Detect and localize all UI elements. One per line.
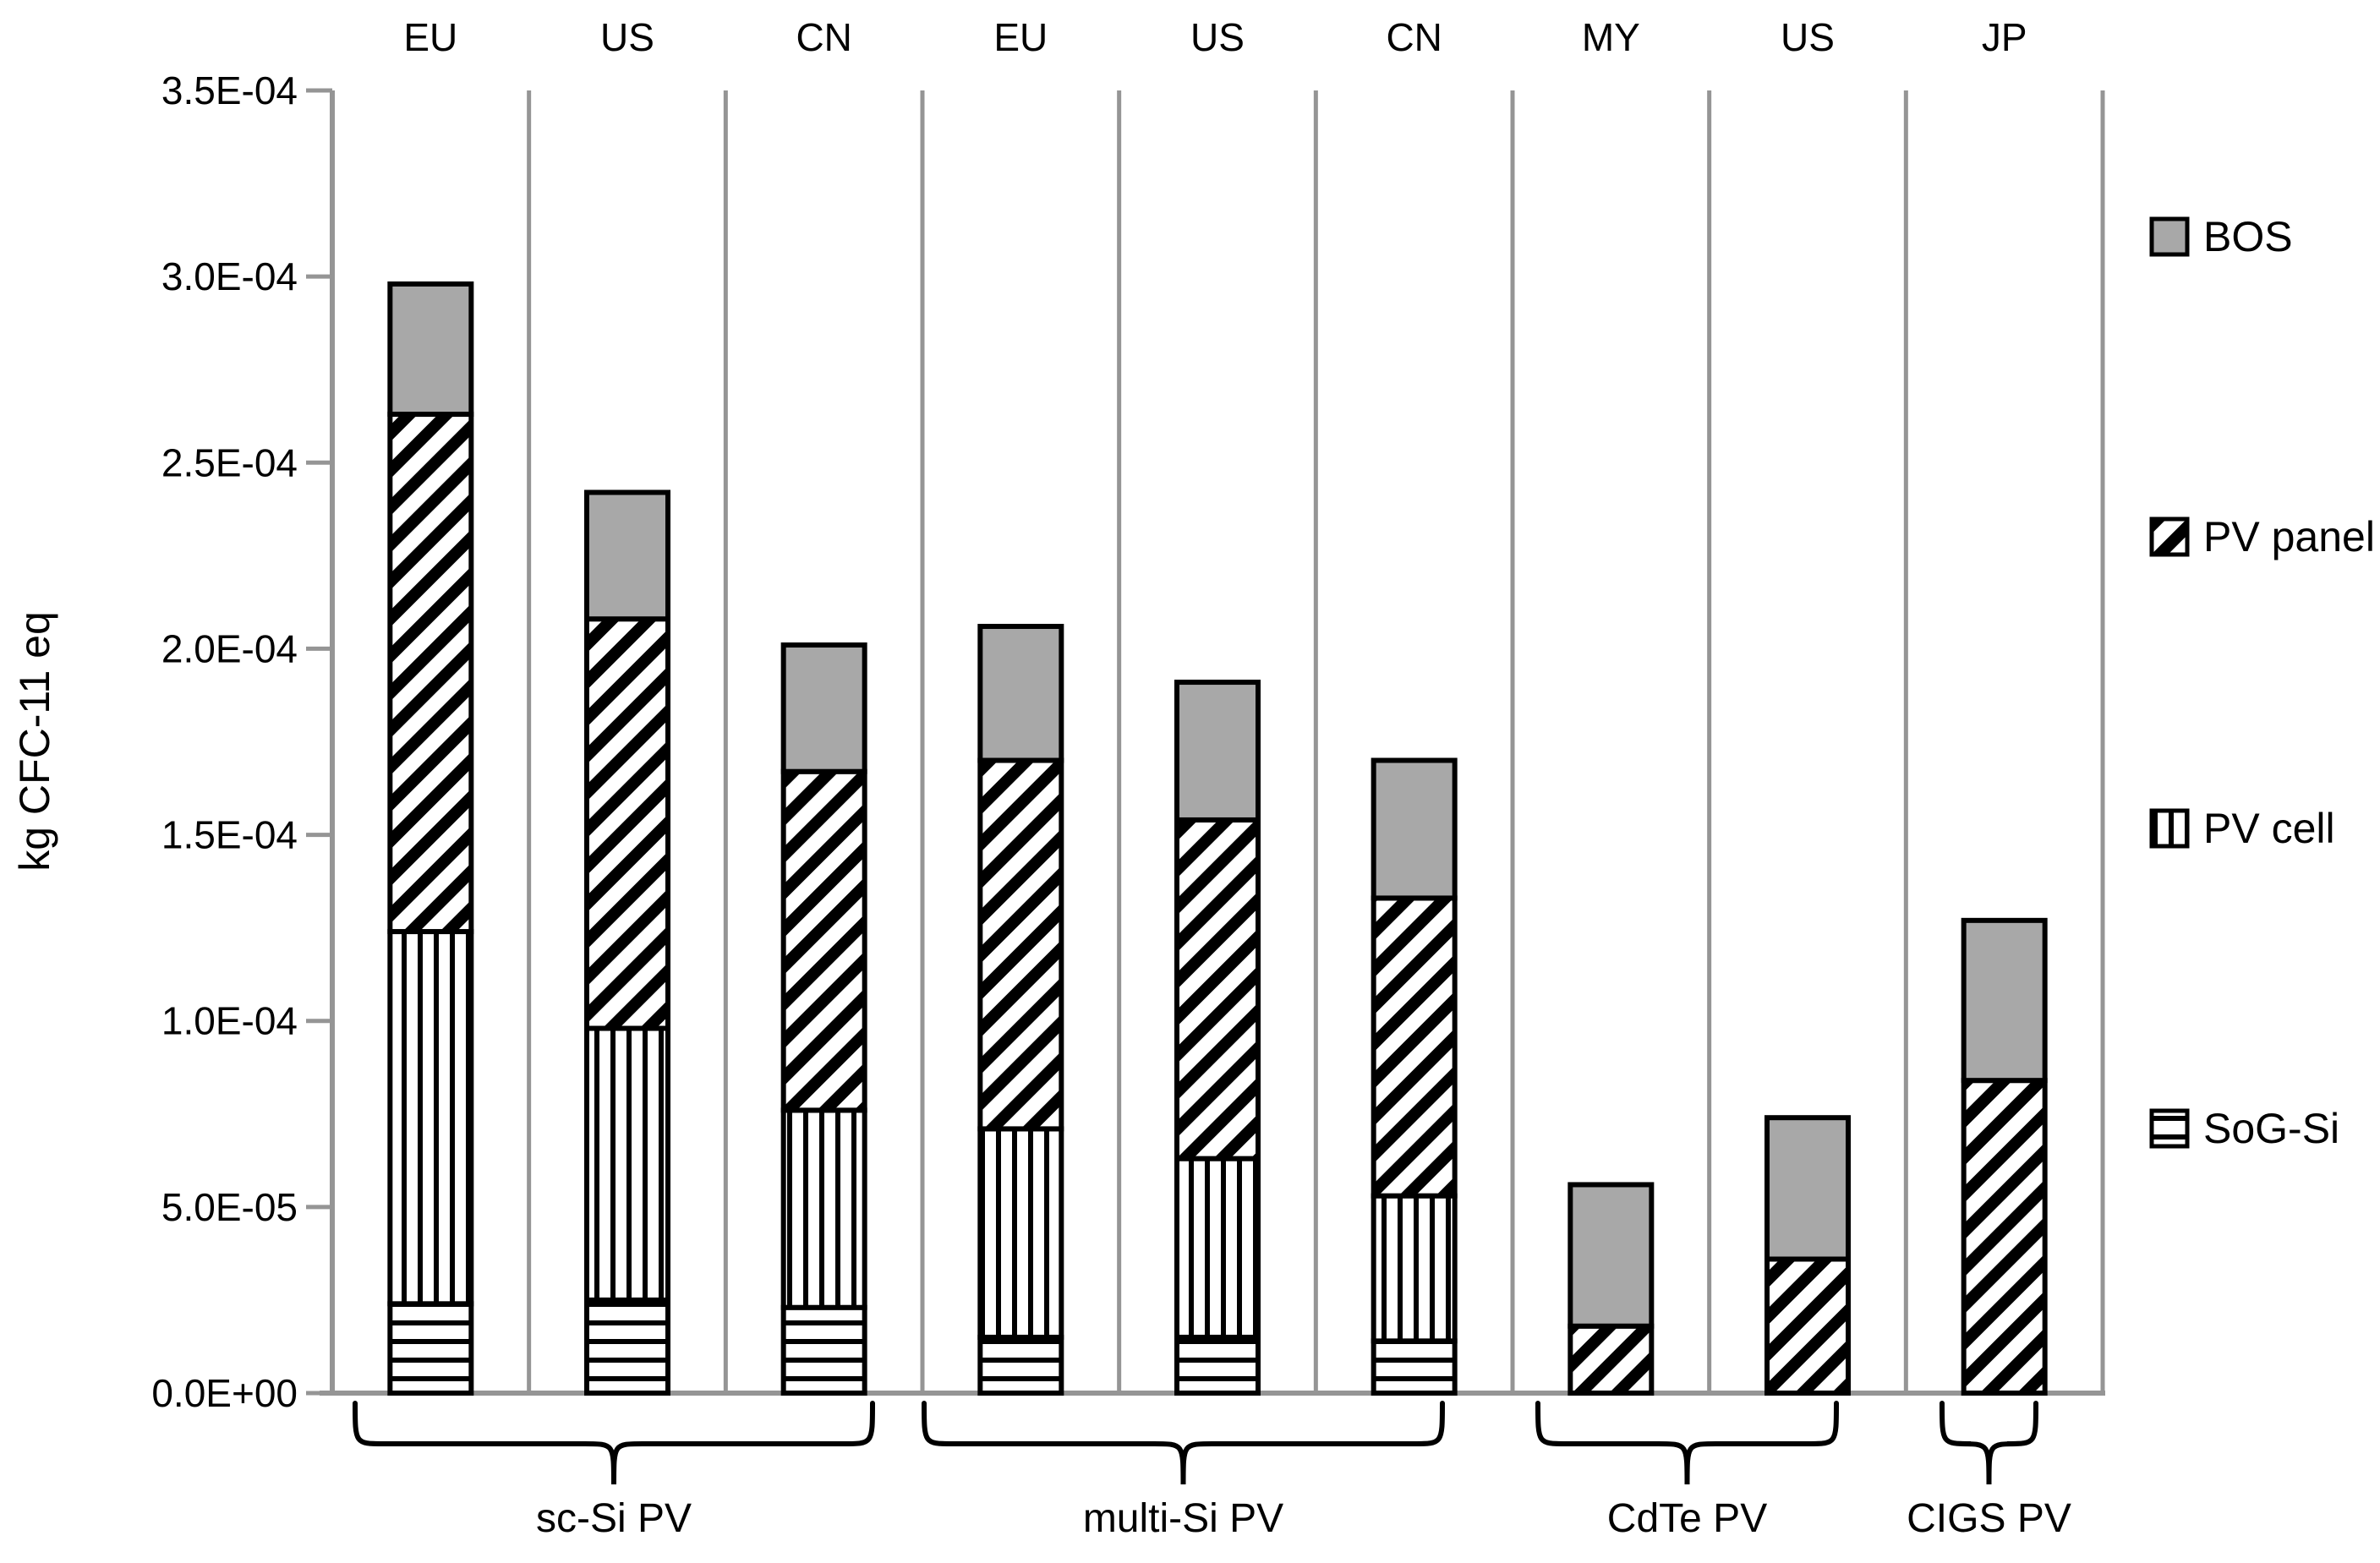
column-label: EU [993, 15, 1048, 59]
bar-segment-bos [1961, 917, 2048, 1084]
y-tick-label: 1.0E-04 [161, 999, 298, 1043]
bar-segment-sog-si [584, 1297, 670, 1396]
brace [922, 1401, 1445, 1485]
bar-segment-sog-si [387, 1301, 474, 1396]
legend-item: BOS [2149, 213, 2293, 260]
bar-segment-pv-panel [1174, 817, 1261, 1161]
group-label: CdTe PV [1607, 1496, 1767, 1541]
bar-segment-pv-panel [780, 768, 867, 1113]
brace [1535, 1401, 1839, 1485]
y-tick-label: 5.0E-05 [161, 1185, 298, 1229]
bar-segment-pv-panel [1961, 1078, 2048, 1396]
legend-swatch-bos [2149, 216, 2190, 257]
bar-segment-pv-panel [584, 616, 670, 1031]
legend-label: BOS [2203, 213, 2293, 260]
bar-segment-bos [1568, 1182, 1655, 1329]
y-tick-label: 2.0E-04 [161, 626, 298, 670]
column-label: CN [796, 15, 851, 59]
group-label: CIGS PV [1907, 1496, 2071, 1541]
legend-item: SoG-Si [2149, 1105, 2339, 1152]
group-label: sc-Si PV [536, 1496, 692, 1541]
bar-segment-pv-cell [584, 1025, 670, 1303]
legend-swatch-pv-panel [2149, 516, 2190, 557]
bar-segment-bos [977, 624, 1064, 763]
group-separator-lines [527, 90, 2105, 1393]
legend-swatch-pv-cell [2149, 808, 2190, 849]
bar-segment-pv-panel [977, 757, 1064, 1132]
bar-segment-pv-panel [1568, 1323, 1655, 1396]
column-label: MY [1582, 15, 1640, 59]
y-tick-label: 2.5E-04 [161, 440, 298, 484]
column-region-labels: EU US CN EU US CN MY US JP [403, 15, 2027, 59]
bar-segment-pv-panel [1764, 1256, 1851, 1396]
bar-segment-pv-panel [387, 412, 474, 935]
legend-item: PV panel [2149, 513, 2375, 560]
bar-segment-bos [584, 489, 670, 622]
stacked-bars [387, 281, 2048, 1396]
bar-segment-sog-si [780, 1304, 867, 1396]
bar-segment-pv-cell [1371, 1193, 1458, 1344]
brace [353, 1401, 875, 1485]
legend: BOS PV panel PV cell SoG-Si [2149, 213, 2375, 1152]
column-label: JP [1982, 15, 2027, 59]
bar-segment-sog-si [1371, 1338, 1458, 1396]
column-label: US [1190, 15, 1245, 59]
bar-segment-pv-cell [1174, 1156, 1261, 1340]
bar-segment-pv-panel [1371, 895, 1458, 1199]
column-label: CN [1386, 15, 1442, 59]
legend-item: PV cell [2149, 805, 2335, 852]
bar-segment-bos [780, 642, 867, 774]
bar-segment-sog-si [1174, 1334, 1261, 1396]
legend-label: SoG-Si [2203, 1105, 2339, 1152]
brace [1940, 1401, 2038, 1485]
bar-segment-bos [387, 281, 474, 418]
legend-label: PV cell [2203, 805, 2335, 852]
legend-swatch-sog-si [2149, 1108, 2190, 1149]
bar-segment-bos [1371, 757, 1458, 901]
y-tick-label: 1.5E-04 [161, 813, 298, 857]
column-label: US [1781, 15, 1835, 59]
y-tick-label: 3.5E-04 [161, 68, 298, 112]
bar-segment-sog-si [977, 1334, 1064, 1396]
legend-label: PV panel [2203, 513, 2375, 560]
y-tick-label: 3.0E-04 [161, 254, 298, 298]
bar-segment-pv-cell [977, 1126, 1064, 1340]
bar-segment-bos [1174, 680, 1261, 822]
column-label: US [600, 15, 654, 59]
bar-segment-bos [1764, 1115, 1851, 1262]
group-labels: sc-Si PV multi-Si PV CdTe PV CIGS PV [536, 1496, 2071, 1541]
group-label: multi-Si PV [1083, 1496, 1283, 1541]
y-axis-title: kg CFC-11 eq [11, 611, 58, 872]
column-label: EU [403, 15, 457, 59]
group-braces [353, 1401, 2038, 1485]
y-axis-ticks: 3.5E-04 3.0E-04 2.5E-04 2.0E-04 1.5E-04 1.0E-… [151, 68, 332, 1415]
bar-segment-pv-cell [780, 1107, 867, 1310]
y-tick-label: 0.0E+00 [151, 1371, 298, 1415]
bar-segment-pv-cell [387, 929, 474, 1307]
